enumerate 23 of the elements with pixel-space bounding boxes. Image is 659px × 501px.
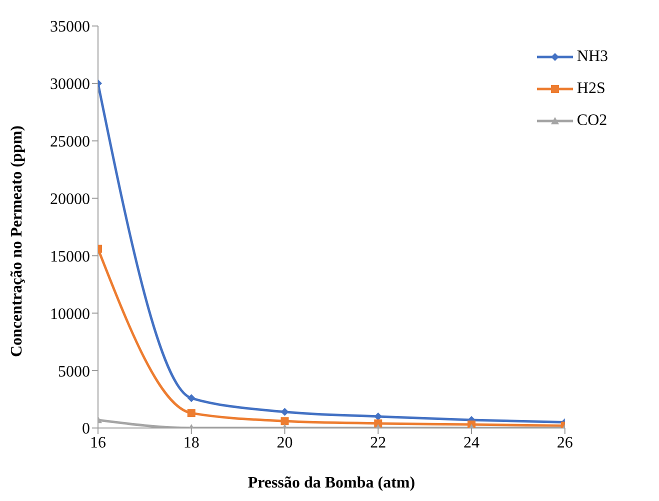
y-axis-title: Concentração no Permeato (ppm) [8, 126, 26, 357]
legend-label: H2S [576, 80, 606, 98]
x-tick-label: 20 [276, 434, 293, 452]
legend-label: CO2 [576, 112, 608, 130]
point [187, 409, 196, 418]
x-tick-label: 24 [464, 434, 480, 452]
y-tick-label: 30000 [50, 76, 90, 94]
y-tick-label: 35000 [50, 18, 90, 36]
y-tick-label: 15000 [50, 248, 90, 266]
y-tick-label: 20000 [50, 190, 90, 208]
x-tick-label: 22 [370, 434, 386, 452]
legend-label: NH3 [576, 48, 608, 66]
x-tick-label: 18 [183, 434, 200, 452]
point [280, 417, 289, 426]
y-tick-label: 25000 [50, 134, 90, 151]
x-tick-label: 26 [556, 434, 573, 452]
point [280, 408, 289, 416]
y-tick-label: 10000 [50, 306, 90, 323]
x-tick-label: 16 [90, 434, 106, 452]
x-axis-title: Pressão da Bomba (atm) [248, 474, 416, 492]
y-tick-label: 0 [82, 420, 90, 438]
point [187, 394, 196, 402]
y-tick-label: 5000 [58, 363, 90, 380]
